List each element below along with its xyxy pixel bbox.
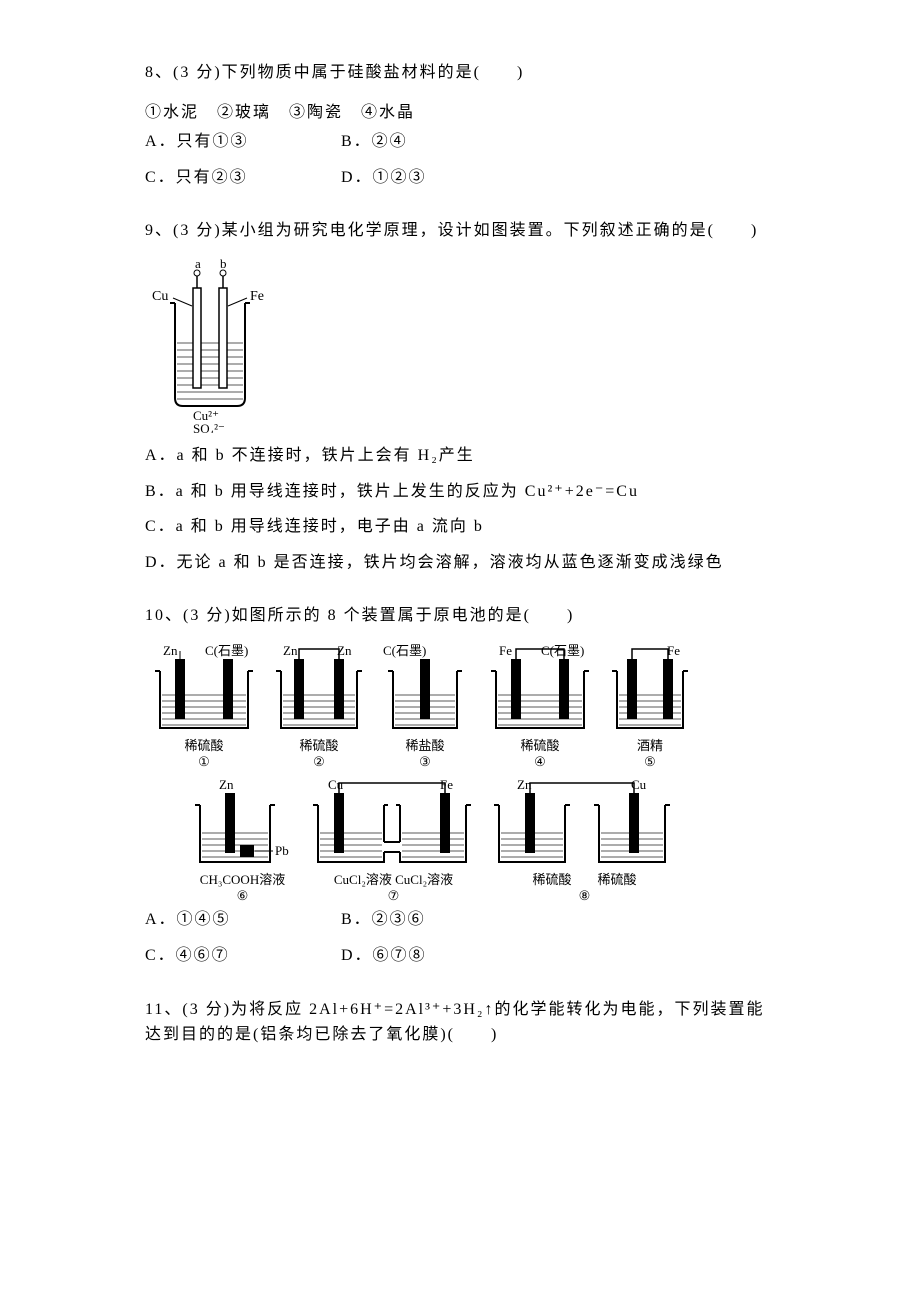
q10-num-8: ⑧ — [579, 888, 591, 904]
q11-stem: 11、(3 分)为将反应 2Al+6H⁺=2Al³⁺+3H₂↑的化学能转化为电能… — [145, 997, 775, 1048]
q10-num-4: ④ — [534, 754, 546, 770]
svg-text:Zn: Zn — [283, 643, 298, 658]
q8-items: ①水泥 ②玻璃 ③陶瓷 ④水晶 — [145, 100, 775, 126]
question-11: 11、(3 分)为将反应 2Al+6H⁺=2Al³⁺+3H₂↑的化学能转化为电能… — [145, 997, 775, 1048]
q8-opt-c: C．只有②③ — [145, 165, 335, 191]
svg-text:Cu: Cu — [328, 777, 344, 792]
q10-cell-7: Cu Fe — [306, 777, 481, 903]
svg-text:C(石墨): C(石墨) — [383, 643, 426, 658]
q10-sol-1: 稀硫酸 — [184, 738, 223, 754]
q10-num-5: ⑤ — [644, 754, 656, 770]
q8-row-ab: A．只有①③ B．②④ — [145, 129, 775, 155]
q10-opt-c: C．④⑥⑦ — [145, 943, 335, 969]
q9-opt-d: D．无论 a 和 b 是否连接，铁片均会溶解，溶液均从蓝色逐渐变成浅绿色 — [145, 550, 775, 576]
label-b: b — [220, 258, 227, 271]
q10-sol-7: CuCl₂溶液 CuCl₂溶液 — [334, 872, 453, 888]
svg-text:C(石墨): C(石墨) — [541, 643, 584, 658]
q10-sol-5: 酒精 — [637, 738, 663, 754]
q10-opt-b: B．②③⑥ — [341, 911, 426, 928]
q10-num-1: ① — [198, 754, 210, 770]
svg-text:Fe: Fe — [440, 777, 453, 792]
question-8: 8、(3 分)下列物质中属于硅酸盐材料的是( ) ①水泥 ②玻璃 ③陶瓷 ④水晶… — [145, 60, 775, 190]
q8-row-cd: C．只有②③ D．①②③ — [145, 165, 775, 191]
q9-opt-b: B．a 和 b 用导线连接时，铁片上发生的反应为 Cu²⁺+2e⁻=Cu — [145, 479, 775, 505]
q9-opt-a: A．a 和 b 不连接时，铁片上会有 H₂产生 — [145, 443, 775, 469]
q8-opt-d: D．①②③ — [341, 169, 427, 186]
q10-sol-8: 稀硫酸 稀硫酸 — [532, 872, 636, 888]
svg-text:Fe: Fe — [667, 643, 680, 658]
q10-cell-8: Zn Cu 稀硫酸 稀硫酸 ⑧ — [487, 777, 682, 903]
q10-sol-6: CH₃COOH溶液 — [200, 872, 285, 888]
q10-sol-3: 稀盐酸 — [405, 738, 444, 754]
q10-cell-4: Fe C(石墨) 稀硫酸 ④ — [481, 643, 599, 769]
q10-num-7: ⑦ — [388, 888, 400, 904]
q10-row1: Zn C(石墨) 稀硫酸 ① Zn Zn — [145, 643, 775, 769]
q10-num-6: ⑥ — [237, 888, 249, 904]
q9-stem: 9、(3 分)某小组为研究电化学原理，设计如图装置。下列叙述正确的是( ) — [145, 218, 775, 244]
q8-stem: 8、(3 分)下列物质中属于硅酸盐材料的是( ) — [145, 60, 775, 86]
svg-text:Zn: Zn — [163, 643, 178, 658]
q10-row2: Zn Pb CH₃COOH溶液 ⑥ Cu Fe — [185, 777, 775, 903]
q10-row-cd: C．④⑥⑦ D．⑥⑦⑧ — [145, 943, 775, 969]
q10-cell-5: Fe 酒精 ⑤ — [605, 643, 695, 769]
q9-opt-c: C．a 和 b 用导线连接时，电子由 a 流向 b — [145, 514, 775, 540]
q10-opt-a: A．①④⑤ — [145, 907, 335, 933]
q10-row-ab: A．①④⑤ B．②③⑥ — [145, 907, 775, 933]
svg-text:Pb: Pb — [275, 843, 289, 858]
q10-num-3: ③ — [419, 754, 431, 770]
label-cu: Cu — [152, 289, 168, 304]
q10-num-2: ② — [313, 754, 325, 770]
q9-diagram: a b Cu Fe Cu²⁺ SO₄²⁻ — [145, 258, 775, 433]
q10-cell-1: Zn C(石墨) 稀硫酸 ① — [145, 643, 263, 769]
label-so4: SO₄²⁻ — [193, 421, 225, 433]
svg-text:Zn: Zn — [219, 777, 234, 792]
q10-cell-3: C(石墨) 稀盐酸 ③ — [375, 643, 475, 769]
label-fe: Fe — [250, 289, 264, 304]
q10-cell-2: Zn Zn 稀硫酸 ② — [269, 643, 369, 769]
question-10: 10、(3 分)如图所示的 8 个装置属于原电池的是( ) Zn C(石墨) 稀… — [145, 603, 775, 968]
q8-opt-a: A．只有①③ — [145, 129, 335, 155]
q10-stem: 10、(3 分)如图所示的 8 个装置属于原电池的是( ) — [145, 603, 775, 629]
question-9: 9、(3 分)某小组为研究电化学原理，设计如图装置。下列叙述正确的是( ) — [145, 218, 775, 575]
q10-sol-4: 稀硫酸 — [520, 738, 559, 754]
q10-opt-d: D．⑥⑦⑧ — [341, 947, 427, 964]
q10-cell-6: Zn Pb CH₃COOH溶液 ⑥ — [185, 777, 300, 903]
q8-opt-b: B．②④ — [341, 133, 408, 150]
svg-text:C(石墨): C(石墨) — [205, 643, 248, 658]
q10-sol-2: 稀硫酸 — [299, 738, 338, 754]
svg-text:Fe: Fe — [499, 643, 512, 658]
label-a: a — [195, 258, 201, 271]
